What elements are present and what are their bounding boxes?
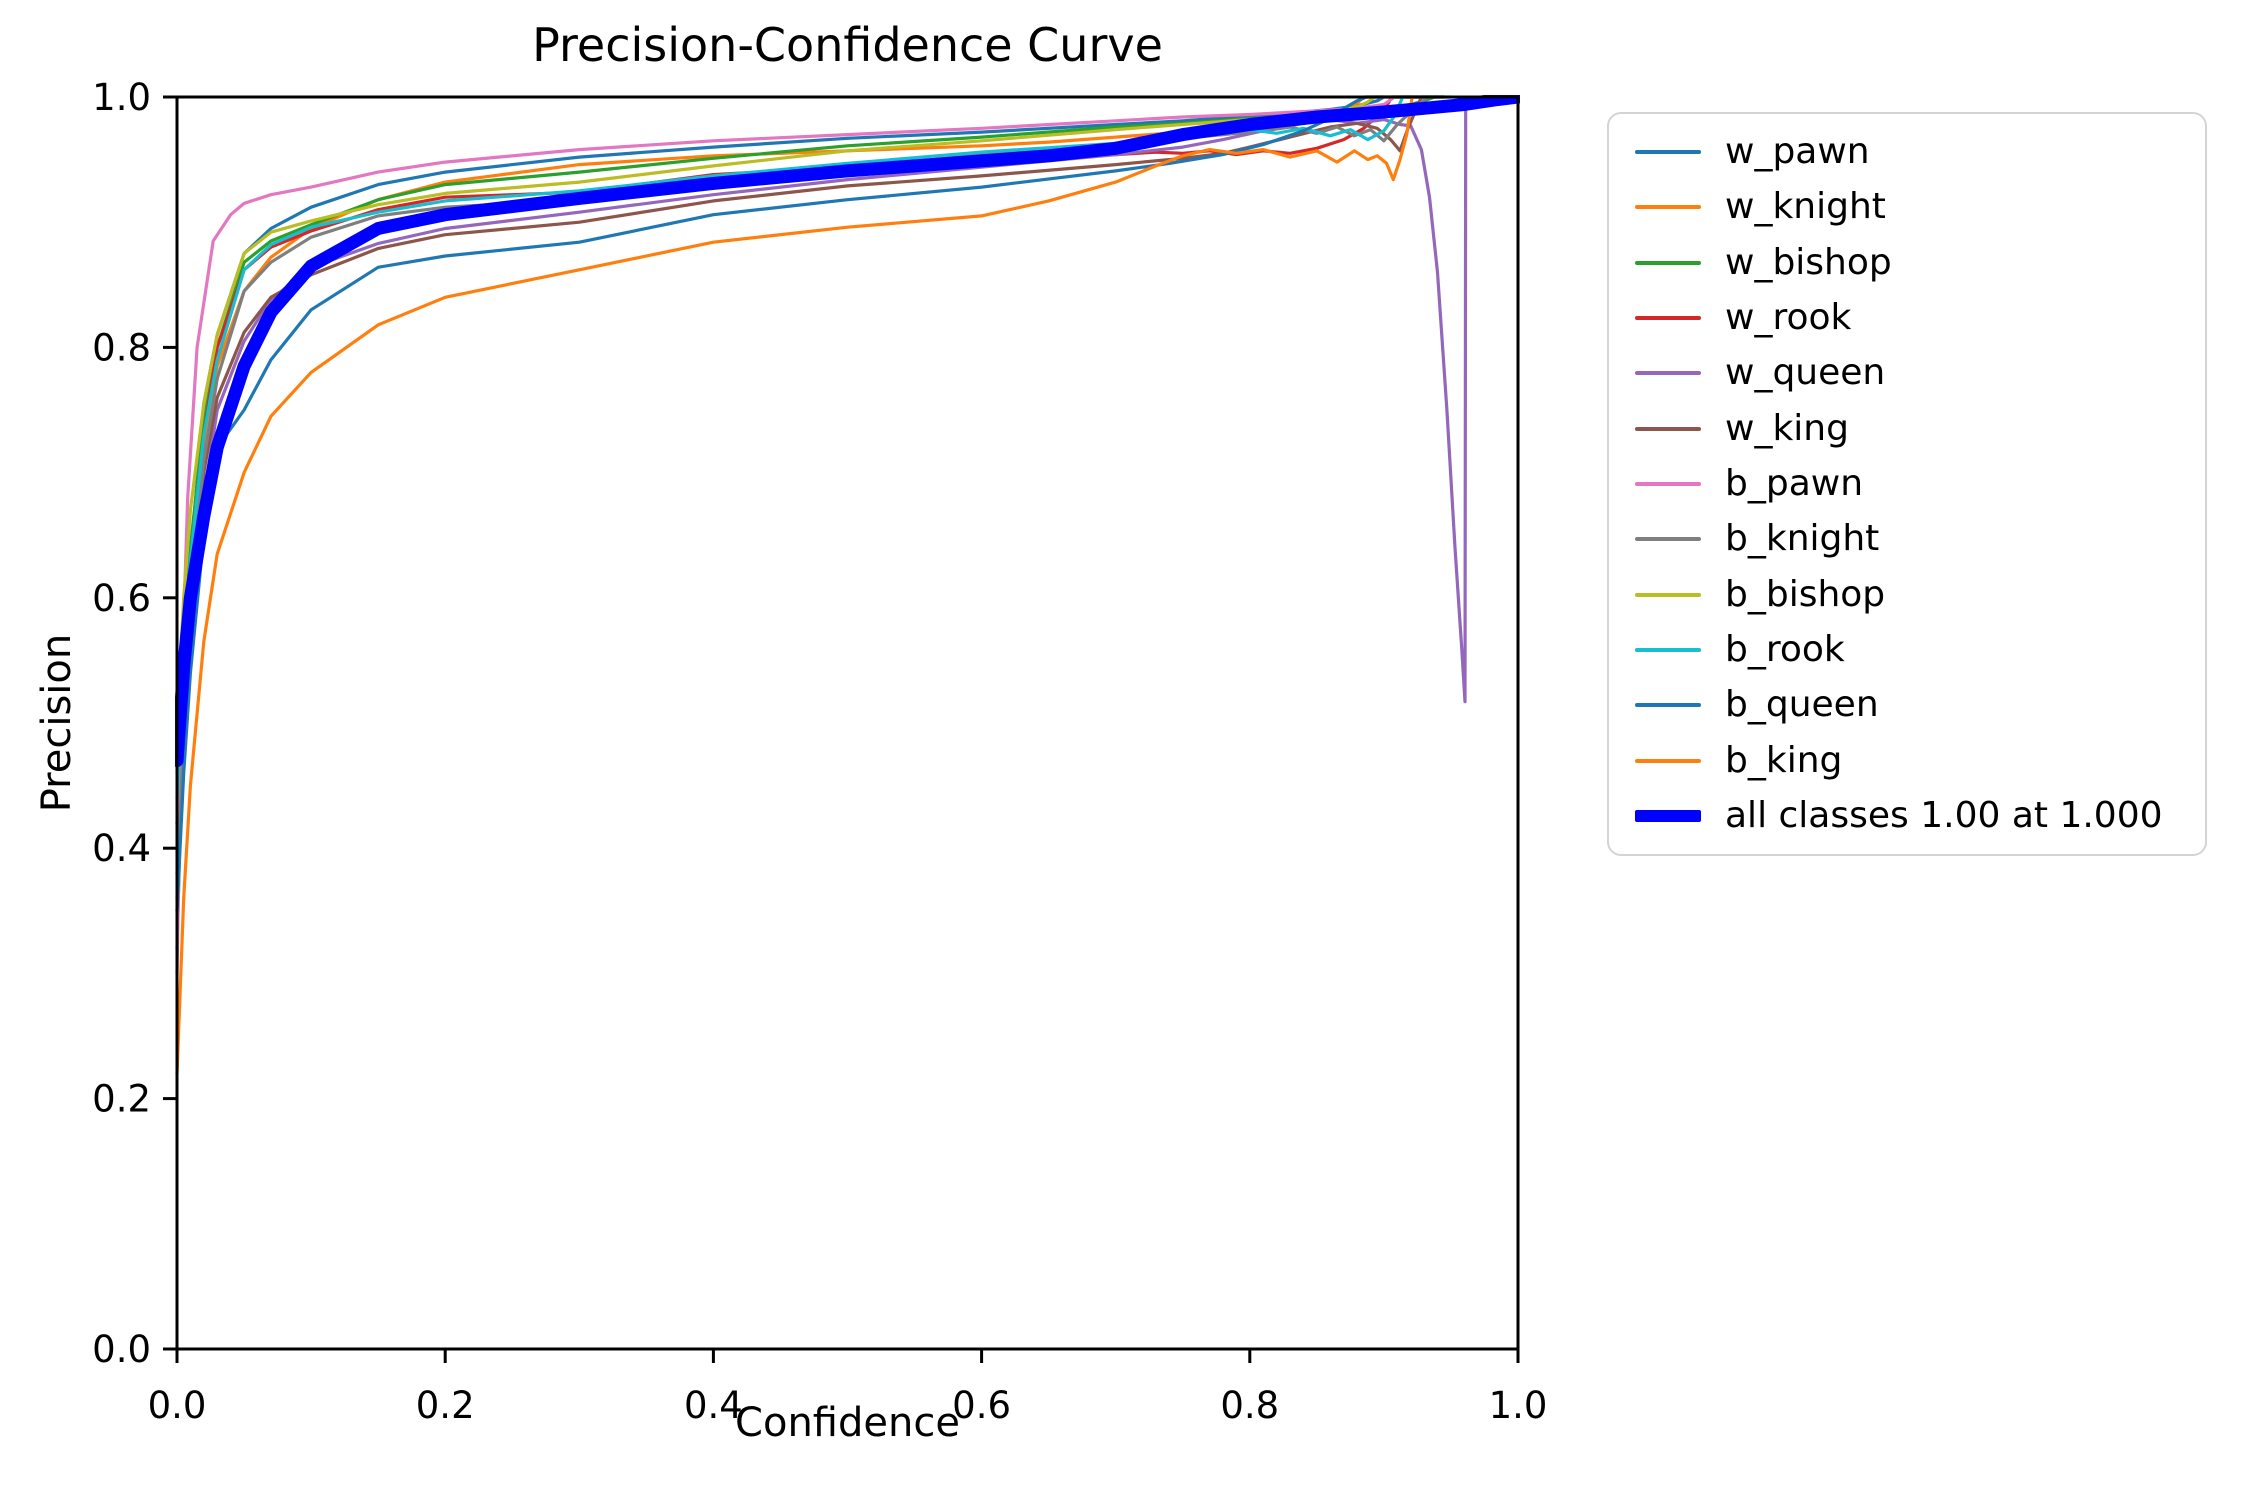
legend-item-all_classes: all classes 1.00 at 1.000 — [1635, 790, 2197, 842]
legend-item-w_king: w_king — [1635, 403, 2197, 455]
legend-line-sample-b_bishop — [1635, 592, 1701, 597]
legend-line-sample-w_queen — [1635, 371, 1701, 376]
y-axis-label: Precision — [34, 633, 80, 813]
legend-item-w_knight: w_knight — [1635, 181, 2197, 233]
chart-title: Precision-Confidence Curve — [532, 18, 1163, 72]
legend-item-b_rook: b_rook — [1635, 624, 2197, 676]
legend-line-sample-b_king — [1635, 758, 1701, 763]
legend-item-b_king: b_king — [1635, 735, 2197, 787]
legend-item-b_pawn: b_pawn — [1635, 458, 2197, 510]
series-line-w_pawn — [175, 95, 1413, 950]
legend-item-label: b_knight — [1725, 518, 1880, 560]
legend-line-sample-w_knight — [1635, 205, 1701, 210]
legend-item-label: w_king — [1725, 407, 1849, 449]
legend-item-b_queen: b_queen — [1635, 679, 2197, 731]
legend-line-sample-b_pawn — [1635, 481, 1701, 486]
series-line-w_king — [175, 95, 1433, 825]
legend-item-b_bishop: b_bishop — [1635, 569, 2197, 621]
series-line-w_knight — [175, 95, 1386, 913]
legend-line-sample-b_queen — [1635, 703, 1701, 708]
legend-line-sample-w_rook — [1635, 315, 1701, 320]
x-tick-label: 0.0 — [148, 1384, 207, 1427]
x-tick-label: 0.6 — [952, 1384, 1011, 1427]
legend-item-w_queen: w_queen — [1635, 347, 2197, 399]
x-tick-label: 0.2 — [416, 1384, 475, 1427]
series-line-w_bishop — [175, 95, 1446, 775]
legend-item-label: w_knight — [1725, 186, 1886, 228]
y-tick-label: 0.2 — [92, 1078, 151, 1121]
x-axis-label: Confidence — [735, 1400, 960, 1446]
series-line-b_knight — [175, 95, 1440, 900]
legend-line-sample-w_bishop — [1635, 260, 1701, 265]
legend-box: w_pawn w_knight w_bishop w_rook w_queen w_kin… — [1607, 112, 2207, 856]
y-tick-label: 0.0 — [92, 1328, 151, 1371]
x-tick-label: 1.0 — [1489, 1384, 1548, 1427]
plot-border — [175, 95, 1520, 1351]
legend-item-label: all classes 1.00 at 1.000 — [1725, 794, 2163, 836]
legend-line-sample-b_knight — [1635, 537, 1701, 542]
y-tick-label: 0.6 — [92, 577, 151, 620]
y-tick-label: 1.0 — [92, 76, 151, 119]
legend-item-label: w_rook — [1725, 296, 1852, 338]
series-group — [175, 95, 1520, 1076]
legend-item-w_pawn: w_pawn — [1635, 126, 2197, 178]
x-tick-label: 0.4 — [684, 1384, 743, 1427]
series-line-b_king — [175, 95, 1419, 1076]
legend-item-label: w_queen — [1725, 352, 1886, 394]
legend-item-label: w_bishop — [1725, 241, 1892, 283]
legend-line-sample-all_classes — [1635, 809, 1701, 822]
x-tick-label: 0.8 — [1220, 1384, 1279, 1427]
legend-item-b_knight: b_knight — [1635, 513, 2197, 565]
legend-line-sample-w_king — [1635, 426, 1701, 431]
legend-item-label: b_king — [1725, 739, 1843, 781]
legend-line-sample-b_rook — [1635, 647, 1701, 652]
legend-item-label: w_pawn — [1725, 131, 1870, 172]
legend-item-w_bishop: w_bishop — [1635, 237, 2197, 289]
series-line-b_rook — [175, 95, 1453, 800]
legend-item-label: b_pawn — [1725, 462, 1864, 504]
series-line-b_queen — [175, 95, 1386, 913]
y-tick-label: 0.8 — [92, 326, 151, 369]
series-line-w_queen — [175, 101, 1468, 875]
series-line-all_classes — [175, 95, 1520, 768]
legend-item-w_rook: w_rook — [1635, 292, 2197, 344]
legend-item-label: b_rook — [1725, 628, 1845, 670]
legend-item-label: b_queen — [1725, 684, 1879, 726]
legend-line-sample-w_pawn — [1635, 150, 1701, 154]
legend-item-label: b_bishop — [1725, 573, 1886, 615]
y-tick-label: 0.4 — [92, 827, 151, 870]
